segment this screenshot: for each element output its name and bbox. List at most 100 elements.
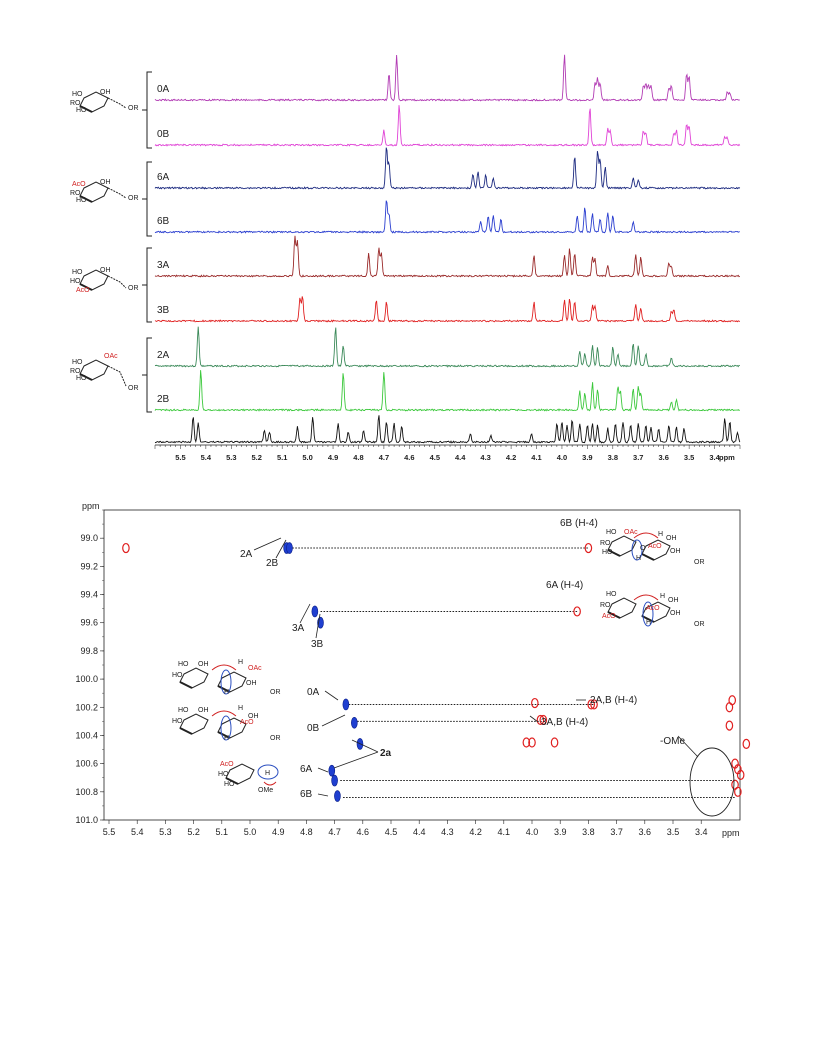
spectrum-label-2b: 2B [157,394,170,405]
cross-peak-anomeric [331,774,338,787]
spectrum-label-0a: 0A [157,84,170,95]
pE-ho: HO [218,771,229,778]
struct3-ho-4: HO [70,278,81,285]
pB-ro: RO [600,602,611,609]
hmbc-x-tick-label: 3.5 [667,827,680,837]
hmbc-x-tick-label: 5.2 [187,827,200,837]
pB-oh1: OH [668,597,679,604]
pA-ro: RO [600,540,611,547]
spectra-tick-label: 4.2 [506,453,516,462]
label-2a: 2A [240,549,253,560]
bracket-group-0 [146,71,152,149]
cross-peak-anomeric [311,605,319,618]
pD-h: H [238,705,243,712]
pC-ho2: HO [172,672,183,679]
spectra-tick-label: 4.3 [480,453,490,462]
pE-h: H [265,770,270,777]
hmbc-y-ticks: ppm 99.0 99.2 99.4 99.6 99.8 100.0 100.2 100.4 10… [75,501,104,825]
hmbc-x-tick-label: 4.6 [357,827,370,837]
pA-or: OR [694,559,705,566]
pA-ho2: HO [602,549,613,556]
hmbc-x-tick-label: 4.4 [413,827,426,837]
hmbc-x-tick-label: 3.4 [695,827,708,837]
spectrum-trace-6b [154,200,740,234]
pD-oh2: OH [248,713,259,720]
struct1-ho-6: HO [72,91,83,98]
pA-ho: HO [606,529,617,536]
group-brackets [142,71,152,413]
spectrum-label-3a: 3A [157,260,170,271]
hmbc-y-tick-label: 99.8 [80,646,98,656]
spectra-tick-label: 4.1 [531,453,541,462]
spectra-tick-label: 3.5 [684,453,694,462]
label-6b-h4: 6B (H-4) [560,518,598,529]
label-2b: 2B [266,558,279,569]
pA-o: O [640,545,646,552]
spectra-traces [154,54,741,444]
bracket-group-6 [146,161,152,237]
spectra-x-unit: ppm [719,453,735,462]
cross-peak-h4 [531,697,539,709]
struct3-oh-2: OH [100,267,111,274]
cross-peak-anomeric [351,716,358,729]
hmbc-x-tick-label: 4.7 [328,827,341,837]
pD-ho: HO [178,707,189,714]
spectra-tick-label: 3.8 [608,453,618,462]
struct3-aco-3: AcO [76,287,90,294]
struct4-or-1: OR [128,385,139,392]
struct4-oac-2: OAc [104,353,118,360]
bracket-group-2 [146,337,152,413]
pE-ho2: HO [224,781,235,788]
hmbc-x-ticks: 5.5 5.4 5.3 5.2 5.1 5.0 4.9 4.8 4.7 4.6 4.5 4.4 4.3 4… [103,820,740,838]
label-3b: 3B [311,639,324,650]
pB-oh2: OH [670,610,681,617]
cross-peak-anomeric [328,764,336,777]
spectra-tick-label: 3.9 [582,453,592,462]
pB-ho: HO [606,591,617,598]
pD-oh1: OH [198,707,209,714]
structure-6-acetyl: AcO RO HO OH OR [70,179,139,204]
spectra-tick-label: 4.7 [379,453,389,462]
pB-or: OR [694,621,705,628]
spectra-tick-label: 5.0 [302,453,312,462]
pE-ome: OMe [258,787,273,794]
bracket-ticks [142,109,147,376]
cross-peak-h4 [550,737,559,748]
structure-0b-disaccharide: HO HO OH H AcO H OH OR [172,705,281,742]
ome-leader-line [677,735,699,758]
hmbc-panel: ppm 99.0 99.2 99.4 99.6 99.8 100.0 100.2 100.4 10… [75,501,751,838]
hmbc-y-unit: ppm [82,501,100,511]
spectrum-label-6b: 6B [157,216,170,227]
label-3a: 3A [292,623,305,634]
pB-h: H [660,593,665,600]
cross-peak-anomeric [342,698,350,711]
hmbc-x-tick-label: 4.0 [526,827,539,837]
pC-ho: HO [178,661,189,668]
pC-oh1: OH [198,661,209,668]
pB-aco-left: AcO [602,613,616,620]
spectra-tick-label: 3.6 [658,453,668,462]
spectra-panel: 0A 0B 6A 6B 3A 3B 2A 2B 5.5 5.4 5.3 5.2 5.1 5.0 4.9 4.… [70,54,741,462]
hmbc-correlation-lines [292,547,736,798]
hmbc-y-tick-label: 100.4 [75,730,98,740]
spectra-tick-label: 4.4 [455,453,466,462]
hmbc-x-tick-label: 3.7 [610,827,623,837]
struct2-ro-4: RO [70,190,81,197]
cross-peak-h4 [725,720,734,731]
spectrum-trace-2a [154,326,740,368]
cross-peak-h4 [522,737,531,748]
pC-h2: H [224,689,229,696]
hmbc-y-tick-label: 101.0 [75,815,98,825]
struct3-or-1: OR [128,285,139,292]
spectra-tick-label: 3.7 [633,453,643,462]
spectra-tick-label: 5.4 [201,453,212,462]
hmbc-x-tick-label: 4.1 [498,827,511,837]
hmbc-y-tick-label: 99.2 [80,561,98,571]
pA-h: H [658,531,663,538]
cross-peak-h4 [587,699,596,710]
hmbc-x-tick-label: 4.2 [469,827,482,837]
cross-peak-h4 [590,699,598,710]
pA-oh1: OH [666,535,677,542]
